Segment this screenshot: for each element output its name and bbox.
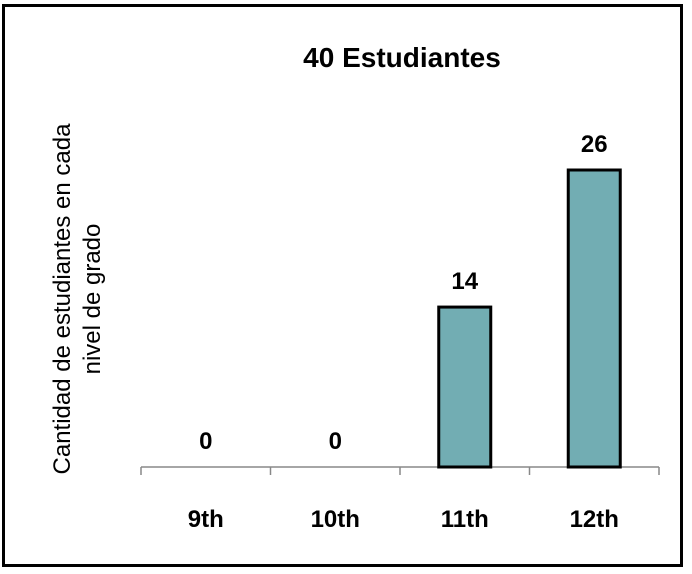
x-tick-label-9th: 9th bbox=[188, 506, 224, 533]
data-label-9th: 0 bbox=[199, 428, 212, 455]
chart-title: 40 Estudiantes bbox=[303, 42, 501, 73]
x-tick-label-12th: 12th bbox=[570, 506, 619, 533]
y-axis-label-line-1: Cantidad de estudiantes en cada bbox=[49, 123, 76, 475]
data-label-12th: 26 bbox=[581, 131, 608, 158]
bar-11th bbox=[437, 305, 493, 469]
data-label-11th: 14 bbox=[451, 268, 478, 295]
bar-12th bbox=[566, 168, 622, 469]
y-axis-label: Cantidad de estudiantes en cada nivel de… bbox=[49, 123, 106, 475]
data-label-10th: 0 bbox=[329, 428, 342, 455]
x-tick-label-11th: 11th bbox=[441, 506, 489, 533]
chart-frame bbox=[2, 4, 683, 567]
y-axis-label-line-2: nivel de grado bbox=[79, 224, 106, 375]
x-tick-label-10th: 10th bbox=[311, 506, 360, 533]
